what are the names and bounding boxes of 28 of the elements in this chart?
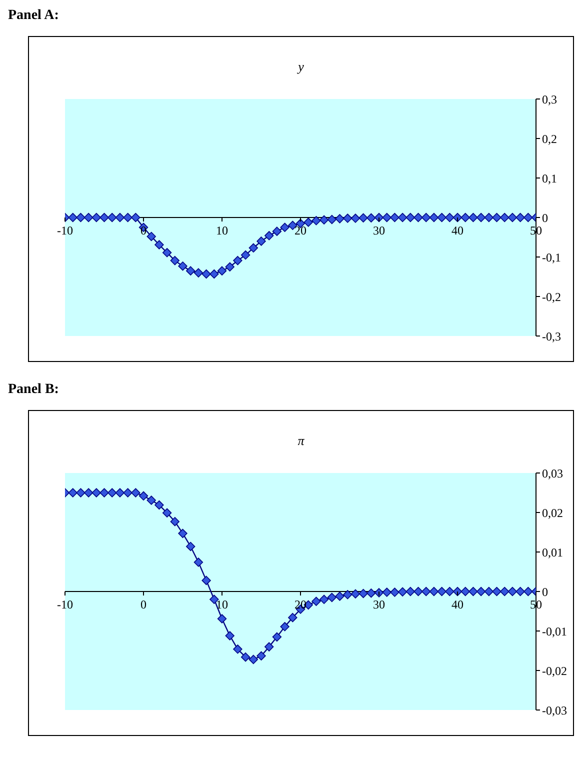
y-tick-label: 0,03 xyxy=(542,466,563,480)
text: Panel A: xyxy=(8,8,60,25)
y-tick-label: -0,2 xyxy=(542,290,561,304)
y-tick-label: -0,01 xyxy=(542,624,567,638)
x-tick-label: 30 xyxy=(373,224,385,238)
x-tick-label: 10 xyxy=(216,598,228,612)
chart-title: y xyxy=(296,59,305,75)
y-tick-label: -0,03 xyxy=(542,703,567,718)
y-tick-label: 0,3 xyxy=(542,92,557,106)
x-tick-label: 40 xyxy=(452,598,464,612)
y-tick-label: -0,3 xyxy=(542,329,561,344)
x-tick-label: 0 xyxy=(140,598,146,612)
y-tick-label: 0,02 xyxy=(542,506,563,520)
x-tick-label: -10 xyxy=(57,224,73,238)
x-tick-label: 40 xyxy=(452,224,464,238)
y-tick-label: -0,1 xyxy=(542,250,561,264)
chart-title: π xyxy=(296,433,306,449)
x-tick-label: 30 xyxy=(373,598,385,612)
y-tick-label: 0 xyxy=(542,210,548,225)
y-tick-label: 0,01 xyxy=(542,545,563,560)
y-tick-label: 0,1 xyxy=(542,171,557,186)
x-tick-label: -10 xyxy=(57,598,73,612)
y-tick-label: 0 xyxy=(542,584,548,599)
y-tick-label: -0,02 xyxy=(542,664,567,678)
y-tick-label: 0,2 xyxy=(542,132,557,146)
x-tick-label: 10 xyxy=(216,224,228,238)
text: Panel B: xyxy=(8,382,60,399)
x-tick-label: 20 xyxy=(294,224,306,238)
